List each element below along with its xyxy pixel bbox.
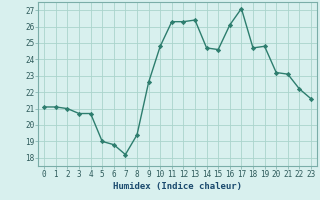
X-axis label: Humidex (Indice chaleur): Humidex (Indice chaleur)	[113, 182, 242, 191]
